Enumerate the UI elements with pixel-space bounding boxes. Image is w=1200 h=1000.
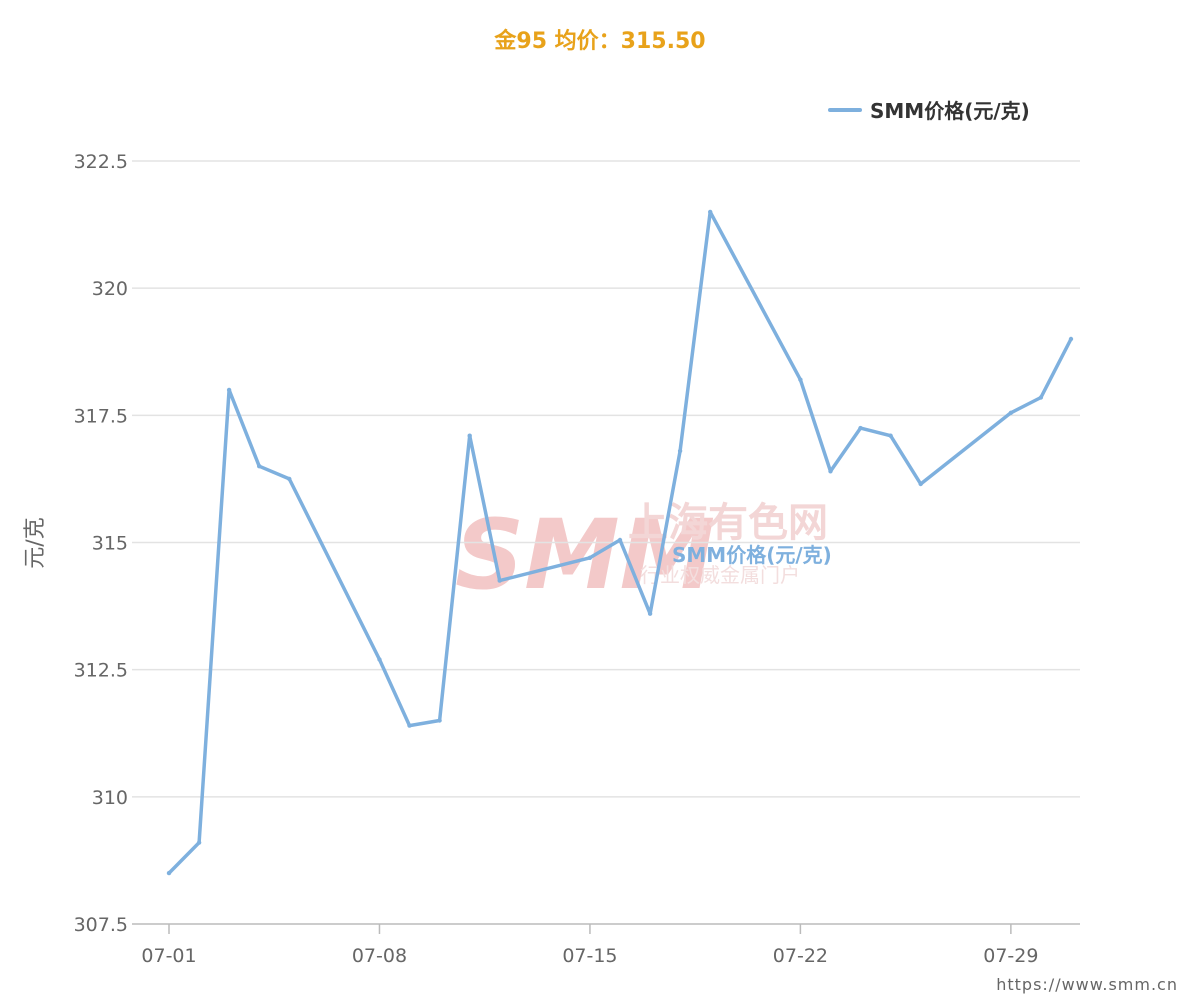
x-tick-label: 07-15 [562, 945, 617, 967]
data-point[interactable] [888, 433, 893, 438]
y-tick-label: 307.5 [74, 914, 128, 936]
series-inline-label: SMM价格(元/克) [672, 543, 832, 567]
watermark: SMM 上海有色网 行业权威金属门户 [455, 499, 828, 611]
source-url[interactable]: https://www.smm.cn [996, 975, 1178, 994]
data-point[interactable] [798, 377, 803, 382]
data-point[interactable] [377, 657, 382, 662]
data-point[interactable] [196, 840, 202, 845]
y-tick-label: 312.5 [74, 660, 128, 682]
x-axis: 07-01 07-08 07-15 07-22 07-29 [132, 923, 1080, 967]
x-tick-label: 07-01 [141, 945, 196, 967]
data-point[interactable] [287, 476, 292, 482]
data-point[interactable] [858, 425, 863, 431]
data-point[interactable] [407, 723, 412, 728]
y-tick-label: 310 [92, 787, 128, 809]
y-tick-label: 322.5 [74, 151, 128, 173]
x-tick-label: 07-29 [983, 945, 1038, 967]
y-tick-label: 320 [92, 278, 128, 300]
data-point[interactable] [587, 555, 593, 560]
data-point[interactable] [617, 537, 623, 543]
y-axis-ticks: 307.5 310 312.5 315 317.5 320 322.5 [74, 151, 128, 936]
data-point[interactable] [918, 481, 923, 487]
data-point[interactable] [677, 448, 683, 454]
series-layer [166, 209, 1074, 876]
x-tick-label: 07-08 [352, 945, 407, 967]
y-tick-label: 317.5 [74, 405, 128, 427]
data-point[interactable] [166, 870, 172, 876]
grid [132, 160, 1080, 798]
data-point[interactable] [1008, 410, 1014, 415]
data-point[interactable] [497, 578, 502, 583]
watermark-logo: SMM [455, 499, 715, 611]
data-point[interactable] [647, 611, 653, 616]
data-point[interactable] [1068, 336, 1074, 342]
watermark-slogan: 行业权威金属门户 [640, 563, 800, 587]
data-point[interactable] [467, 433, 472, 438]
data-point[interactable] [226, 387, 232, 393]
y-axis-label: 元/克 [23, 517, 48, 568]
legend[interactable]: SMM价格(元/克) [828, 99, 1030, 123]
watermark-name: 上海有色网 [628, 500, 828, 546]
data-point[interactable] [257, 464, 262, 469]
chart-title: 金95 均价：315.50 [493, 28, 705, 54]
legend-label: SMM价格(元/克) [870, 99, 1030, 123]
data-point[interactable] [437, 718, 442, 723]
x-tick-label: 07-22 [773, 945, 828, 967]
data-point[interactable] [1038, 395, 1044, 400]
y-tick-label: 315 [92, 533, 128, 555]
data-point[interactable] [708, 209, 713, 215]
data-point[interactable] [828, 469, 833, 474]
